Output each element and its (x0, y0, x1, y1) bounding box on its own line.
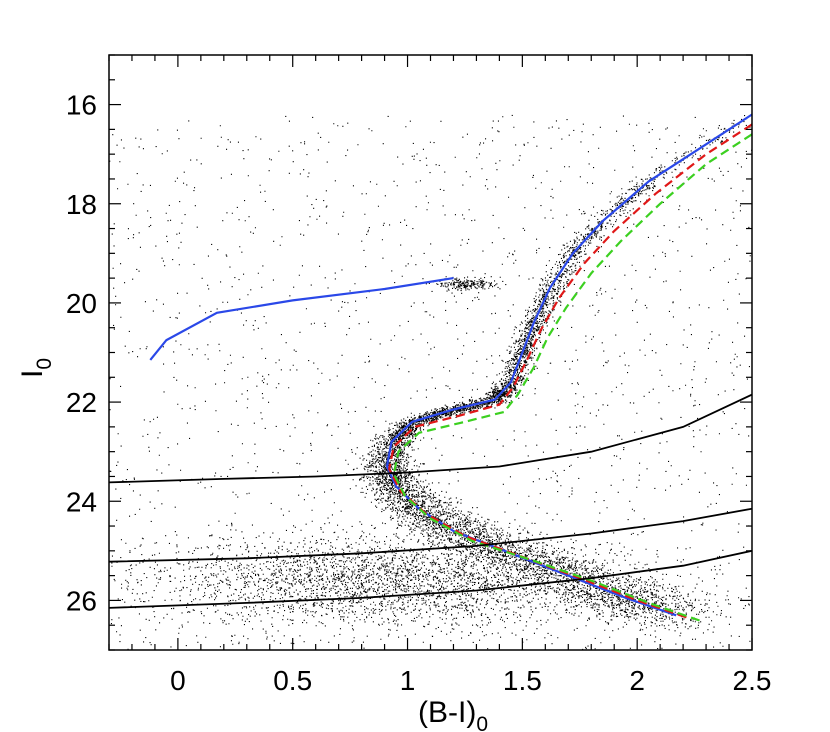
axis-ticks (108, 54, 753, 651)
x-axis-label: (B-I)0 (418, 696, 488, 732)
y-tick-label: 16 (66, 90, 97, 121)
model-curves (109, 113, 752, 623)
star-points (109, 114, 752, 650)
y-tick-label: 18 (66, 189, 97, 220)
star-detections (109, 114, 752, 650)
y-tick-label: 20 (66, 288, 97, 319)
y-tick-label: 26 (66, 585, 97, 616)
y-axis-label: I0 (16, 358, 56, 378)
tick-labels: 0 0.5 1 1.5 2 2.5 16 18 20 22 24 26 (66, 90, 772, 696)
x-tick-label: 1.5 (503, 665, 542, 696)
isochrone-3 (392, 133, 752, 623)
x-tick-label: 2 (629, 665, 645, 696)
completeness-curve-6 (109, 549, 752, 609)
y-tick-label: 22 (66, 387, 97, 418)
x-tick-label: 0 (170, 665, 186, 696)
x-tick-label: 0.5 (273, 665, 312, 696)
completeness-curve-5 (109, 507, 752, 563)
y-tick-label: 24 (66, 486, 97, 517)
isochrone-1 (385, 113, 752, 617)
isochrone-2 (388, 123, 752, 619)
x-tick-label: 2.5 (733, 665, 772, 696)
horizontal-branch-0 (149, 277, 454, 361)
completeness-curve-4 (109, 393, 752, 484)
x-tick-label: 1 (400, 665, 416, 696)
